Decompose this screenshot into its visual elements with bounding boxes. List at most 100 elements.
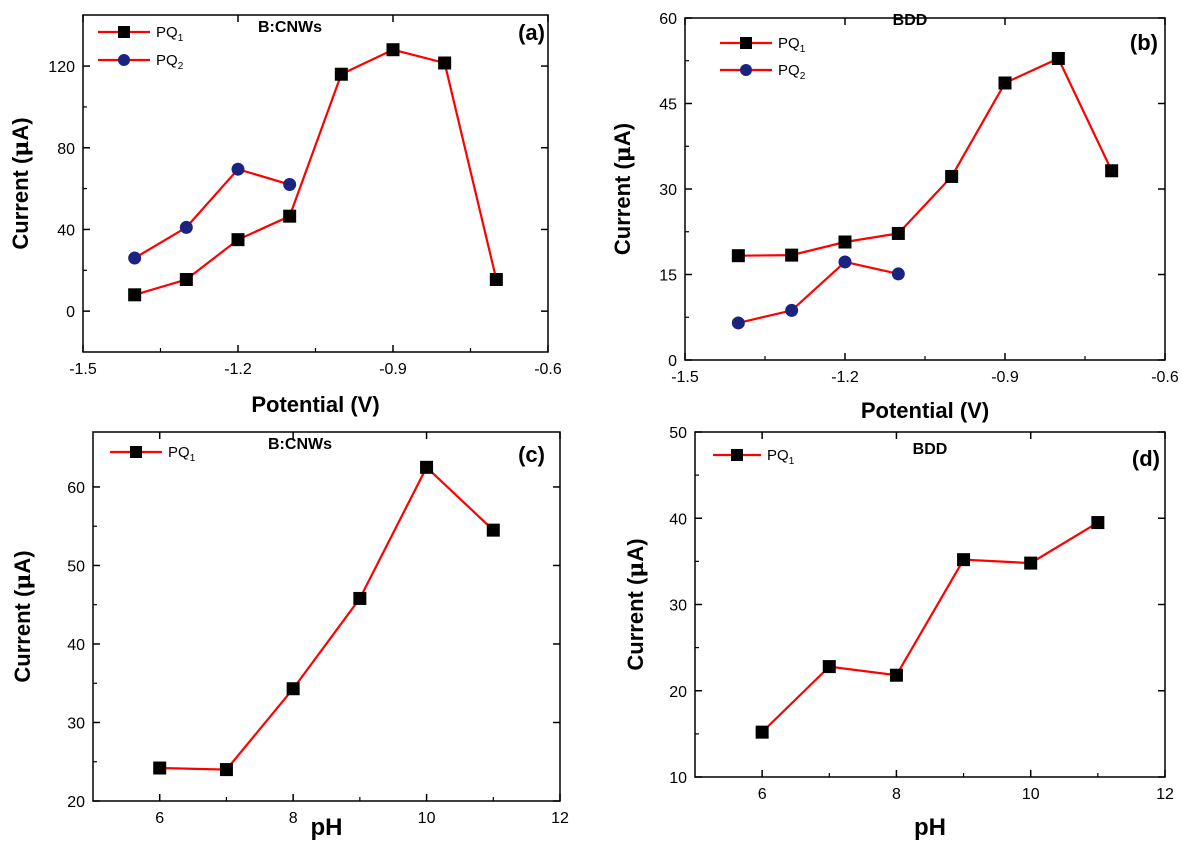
panel-c: 6 8 10 12 20 30 40 50 60 pH Current (μA) (c) B:CNWs P… bbox=[10, 431, 569, 841]
data-point bbox=[128, 251, 142, 265]
y-axis-label: Current (μA) bbox=[10, 550, 36, 682]
x-axis-label: Potential (V) bbox=[861, 398, 989, 423]
y-tick-label: 30 bbox=[67, 715, 85, 732]
legend-marker bbox=[118, 26, 130, 38]
inset-title: B:CNWs bbox=[268, 436, 332, 453]
x-tick-label: -1.2 bbox=[224, 361, 252, 378]
series-line bbox=[761, 521, 1099, 733]
data-point bbox=[420, 460, 434, 474]
inset-title: BDD bbox=[913, 441, 948, 458]
legend-entry: PQ2 bbox=[720, 62, 806, 82]
y-tick-label: 120 bbox=[48, 59, 75, 76]
legend-entry: PQ2 bbox=[98, 52, 184, 72]
data-point bbox=[489, 272, 503, 286]
data-point bbox=[755, 725, 769, 739]
legend-marker bbox=[740, 37, 752, 49]
data-point bbox=[128, 288, 142, 302]
data-point bbox=[153, 761, 167, 775]
data-point bbox=[386, 43, 400, 57]
x-tick-label: 10 bbox=[1022, 786, 1040, 803]
x-tick-label: 6 bbox=[758, 786, 767, 803]
data-point bbox=[353, 591, 367, 605]
data-point bbox=[1105, 164, 1119, 178]
data-point bbox=[283, 209, 297, 223]
y-axis-label: Current (μA) bbox=[8, 117, 34, 249]
panel-d: 6 8 10 12 10 20 30 40 50 pH Current (μA) (d) BDD PQ1 bbox=[623, 425, 1174, 841]
legend-label: PQ1 bbox=[156, 24, 184, 44]
y-tick-label: 50 bbox=[67, 558, 85, 575]
data-point bbox=[283, 178, 297, 192]
series-line bbox=[738, 260, 899, 325]
legend-marker bbox=[118, 54, 130, 66]
x-axis-label: Potential (V) bbox=[251, 392, 379, 417]
y-tick-label: 45 bbox=[659, 97, 677, 114]
legend-entry: PQ1 bbox=[98, 24, 184, 44]
y-tick-label: 10 bbox=[669, 770, 687, 787]
x-tick-label: 8 bbox=[892, 786, 901, 803]
data-point bbox=[231, 162, 245, 176]
legend-label: PQ1 bbox=[168, 444, 196, 464]
legend-entry: PQ1 bbox=[110, 444, 196, 464]
panel-label: (d) bbox=[1132, 446, 1160, 471]
data-point bbox=[785, 303, 799, 317]
panel-label: (b) bbox=[1130, 30, 1158, 55]
x-tick-label: 10 bbox=[418, 810, 436, 827]
y-axis-label: Current (μA) bbox=[623, 538, 649, 670]
y-tick-label: 40 bbox=[57, 222, 75, 239]
data-point bbox=[179, 220, 193, 234]
plot-frame bbox=[694, 431, 1166, 778]
legend-marker bbox=[731, 449, 743, 461]
series-pq1 bbox=[731, 51, 1119, 263]
y-tick-label: 20 bbox=[67, 794, 85, 811]
series-pq2 bbox=[731, 255, 905, 330]
x-tick-label: -1.2 bbox=[831, 369, 859, 386]
y-tick-label: 60 bbox=[67, 480, 85, 497]
y-tick-label: 15 bbox=[659, 268, 677, 285]
legend-entry: PQ1 bbox=[720, 35, 806, 55]
legend-label: PQ2 bbox=[156, 52, 184, 72]
data-point bbox=[731, 249, 745, 263]
series-pq1 bbox=[153, 460, 500, 777]
series-line bbox=[159, 465, 495, 771]
data-point bbox=[889, 668, 903, 682]
legend-label: PQ2 bbox=[778, 62, 806, 82]
y-tick-label: 60 bbox=[659, 11, 677, 28]
data-point bbox=[438, 56, 452, 70]
plot-frame bbox=[82, 14, 549, 353]
inset-title: B:CNWs bbox=[258, 19, 322, 36]
legend-label: PQ1 bbox=[778, 35, 806, 55]
series-pq1 bbox=[755, 516, 1105, 739]
x-tick-label: -0.9 bbox=[379, 361, 407, 378]
y-tick-label: 50 bbox=[669, 425, 687, 442]
y-tick-label: 30 bbox=[659, 182, 677, 199]
legend-entry: PQ1 bbox=[713, 447, 795, 467]
x-axis-label: pH bbox=[311, 814, 343, 841]
legend-label: PQ1 bbox=[767, 447, 795, 467]
data-point bbox=[957, 553, 971, 567]
x-tick-label: -0.9 bbox=[991, 369, 1019, 386]
data-point bbox=[219, 763, 233, 777]
y-tick-label: 80 bbox=[57, 141, 75, 158]
x-tick-label: 6 bbox=[155, 810, 164, 827]
data-point bbox=[286, 682, 300, 696]
series-line bbox=[738, 57, 1113, 257]
data-point bbox=[891, 226, 905, 240]
data-point bbox=[998, 76, 1012, 90]
x-tick-label: -0.6 bbox=[534, 361, 562, 378]
y-tick-label: 20 bbox=[669, 684, 687, 701]
data-point bbox=[838, 235, 852, 249]
panel-label: (c) bbox=[518, 442, 545, 467]
data-point bbox=[1091, 516, 1105, 530]
panel-label: (a) bbox=[518, 20, 545, 45]
plot-frame bbox=[92, 431, 561, 802]
data-point bbox=[486, 523, 500, 537]
x-tick-label: 12 bbox=[1156, 786, 1174, 803]
data-point bbox=[334, 67, 348, 81]
data-point bbox=[1051, 51, 1065, 65]
y-tick-label: 0 bbox=[668, 353, 677, 370]
y-tick-label: 0 bbox=[66, 304, 75, 321]
x-tick-label: 8 bbox=[289, 810, 298, 827]
y-axis-label: Current (μA) bbox=[610, 123, 636, 255]
y-tick-label: 40 bbox=[67, 637, 85, 654]
x-tick-label: 12 bbox=[551, 810, 569, 827]
